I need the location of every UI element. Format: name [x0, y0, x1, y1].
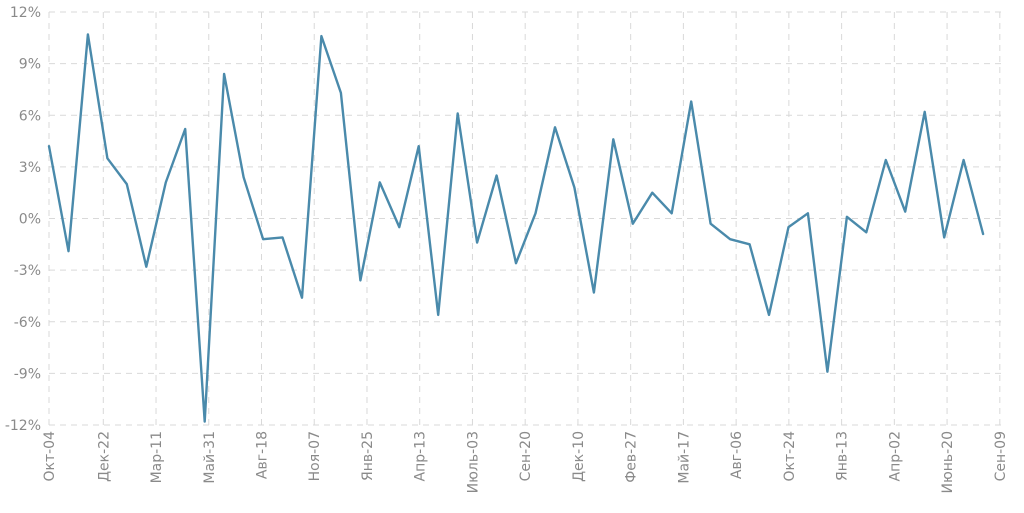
y-tick-label: -3%	[14, 263, 41, 279]
x-tick-label: Дек-10	[571, 431, 587, 482]
x-tick-label: Сен-20	[518, 431, 534, 481]
y-tick-label: -12%	[5, 418, 41, 434]
x-tick-label: Окт-04	[42, 431, 58, 482]
y-tick-label: -6%	[14, 315, 41, 331]
x-tick-label: Апр-02	[887, 431, 903, 481]
x-tick-label: Май-17	[676, 431, 692, 484]
x-tick-label: Ноя-07	[307, 431, 323, 481]
x-tick-label: Июнь-20	[940, 431, 956, 494]
x-tick-label: Авг-18	[255, 431, 271, 479]
x-tick-label: Май-31	[202, 431, 218, 484]
x-tick-label: Июль-03	[465, 431, 481, 493]
x-axis-tick-labels: Окт-04 Дек-22 Мар-11 Май-31 Авг-18 Ноя-07 Янв-…	[42, 431, 1009, 494]
x-tick-label: Сен-09	[993, 431, 1009, 481]
x-tick-label: Дек-22	[96, 431, 112, 482]
y-tick-label: 9%	[19, 57, 41, 73]
y-axis-tick-labels: -12% -9% -6% -3% 0% 3% 6% 9% 12%	[5, 5, 41, 434]
x-tick-label: Янв-13	[835, 431, 851, 481]
series-line-0	[47, 33, 985, 423]
y-tick-label: 3%	[19, 160, 41, 176]
grid	[48, 11, 1003, 426]
x-tick-label: Мар-11	[149, 431, 165, 483]
y-tick-label: 6%	[19, 108, 41, 124]
y-tick-label: -9%	[14, 366, 41, 382]
x-tick-label: Фев-27	[624, 431, 640, 483]
y-tick-label: 12%	[10, 5, 41, 21]
series-layer	[47, 33, 985, 423]
y-tick-label: 0%	[19, 212, 41, 228]
x-tick-label: Апр-13	[413, 431, 429, 481]
x-tick-label: Окт-24	[782, 431, 798, 482]
x-tick-label: Авг-06	[729, 431, 745, 479]
x-tick-label: Янв-25	[360, 431, 376, 481]
